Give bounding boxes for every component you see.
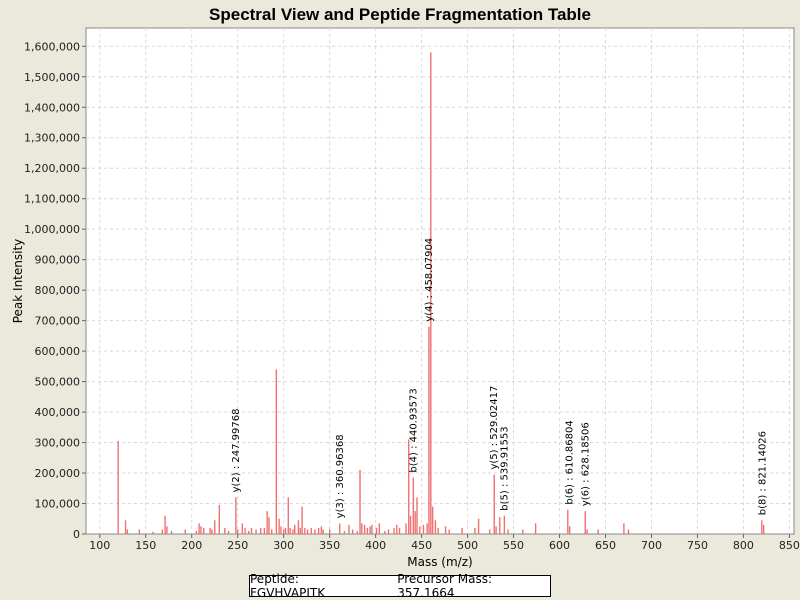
peak-annotation-label: y(5) : 529.02417: [489, 386, 500, 470]
peak-annotation-label: y(4) : 458.07904: [424, 238, 435, 322]
y-tick-label: 400,000: [35, 406, 81, 419]
y-tick-label: 500,000: [35, 376, 81, 389]
peak-annotation-label: y(6) : 628.18506: [580, 422, 591, 506]
x-tick-label: 650: [595, 539, 616, 552]
grid-lines: [86, 28, 794, 534]
y-tick-label: 100,000: [35, 498, 81, 511]
y-tick-label: 0: [73, 528, 80, 541]
x-tick-label: 800: [733, 539, 754, 552]
axes: 0 100,000 200,000 300,000 400,000 500,000 600,…: [24, 40, 800, 552]
y-tick-label: 1,000,000: [24, 223, 80, 236]
peak-annotation-label: b(6) : 610.86804: [565, 420, 576, 504]
y-tick-label: 300,000: [35, 437, 81, 450]
peaks: [117, 52, 765, 534]
y-tick-label: 700,000: [35, 315, 81, 328]
chart-title: Spectral View and Peptide Fragmentation …: [209, 5, 591, 24]
x-tick-label: 600: [549, 539, 570, 552]
x-tick-label: 150: [135, 539, 156, 552]
x-tick-label: 550: [503, 539, 524, 552]
legend: Peptide: FGVHVAPITK Precursor Mass: 357.…: [249, 572, 551, 600]
x-tick-label: 450: [411, 539, 432, 552]
y-tick-label: 1,200,000: [24, 162, 80, 175]
x-tick-label: 250: [227, 539, 248, 552]
y-tick-label: 1,500,000: [24, 71, 80, 84]
peak-annotations: y(2) : 247.99768 y(3) : 360.96368 b(4) : 4…: [231, 238, 769, 518]
x-tick-label: 750: [687, 539, 708, 552]
plot-area: [85, 27, 795, 535]
x-tick-label: 400: [365, 539, 386, 552]
peak-annotation-label: b(8) : 821.14026: [758, 431, 769, 515]
y-axis-label: Peak Intensity: [11, 239, 25, 324]
x-tick-label: 350: [319, 539, 340, 552]
x-tick-label: 100: [89, 539, 110, 552]
x-tick-label: 700: [641, 539, 662, 552]
legend-precursor-mass: Precursor Mass: 357.1664: [397, 572, 493, 600]
y-tick-label: 600,000: [35, 345, 81, 358]
y-tick-label: 1,100,000: [24, 193, 80, 206]
y-tick-label: 1,600,000: [24, 40, 80, 53]
y-tick-label: 200,000: [35, 467, 81, 480]
y-tick-label: 900,000: [35, 254, 81, 267]
y-tick-label: 1,400,000: [24, 101, 80, 114]
y-tick-label: 1,300,000: [24, 132, 80, 145]
peak-annotation-label: b(5) : 539.91553: [499, 426, 510, 510]
x-tick-label: 500: [457, 539, 478, 552]
x-axis-label: Mass (m/z): [407, 555, 472, 569]
x-tick-label: 300: [273, 539, 294, 552]
peak-annotation-label: y(2) : 247.99768: [231, 409, 242, 493]
peak-annotation-label: b(4) : 440.93573: [408, 388, 419, 472]
peak-annotation-label: y(3) : 360.96368: [335, 434, 346, 518]
x-tick-label: 200: [181, 539, 202, 552]
y-tick-label: 800,000: [35, 284, 81, 297]
legend-peptide: Peptide: FGVHVAPITK: [250, 572, 326, 600]
x-tick-label: 850: [779, 539, 800, 552]
